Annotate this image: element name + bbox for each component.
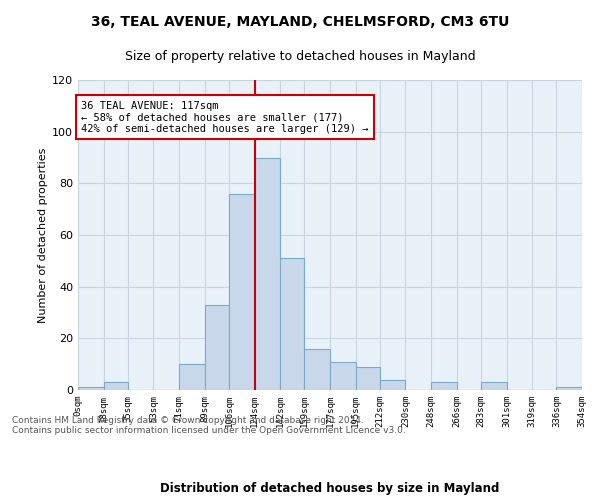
Bar bbox=[254, 158, 280, 390]
Bar bbox=[78, 388, 104, 390]
Bar bbox=[205, 304, 229, 390]
Bar bbox=[304, 348, 330, 390]
Bar bbox=[556, 388, 582, 390]
Y-axis label: Number of detached properties: Number of detached properties bbox=[38, 148, 48, 322]
Bar bbox=[481, 382, 506, 390]
Text: 36, TEAL AVENUE, MAYLAND, CHELMSFORD, CM3 6TU: 36, TEAL AVENUE, MAYLAND, CHELMSFORD, CM… bbox=[91, 15, 509, 29]
Bar bbox=[380, 380, 406, 390]
Text: Contains HM Land Registry data © Crown copyright and database right 2024.
Contai: Contains HM Land Registry data © Crown c… bbox=[12, 416, 406, 435]
Bar bbox=[431, 382, 457, 390]
Text: Distribution of detached houses by size in Mayland: Distribution of detached houses by size … bbox=[160, 482, 500, 495]
Bar bbox=[179, 364, 205, 390]
Bar bbox=[280, 258, 304, 390]
Bar bbox=[330, 362, 356, 390]
Text: Size of property relative to detached houses in Mayland: Size of property relative to detached ho… bbox=[125, 50, 475, 63]
Bar bbox=[229, 194, 254, 390]
Text: 36 TEAL AVENUE: 117sqm
← 58% of detached houses are smaller (177)
42% of semi-de: 36 TEAL AVENUE: 117sqm ← 58% of detached… bbox=[81, 100, 368, 134]
Bar bbox=[104, 382, 128, 390]
Bar bbox=[356, 367, 380, 390]
